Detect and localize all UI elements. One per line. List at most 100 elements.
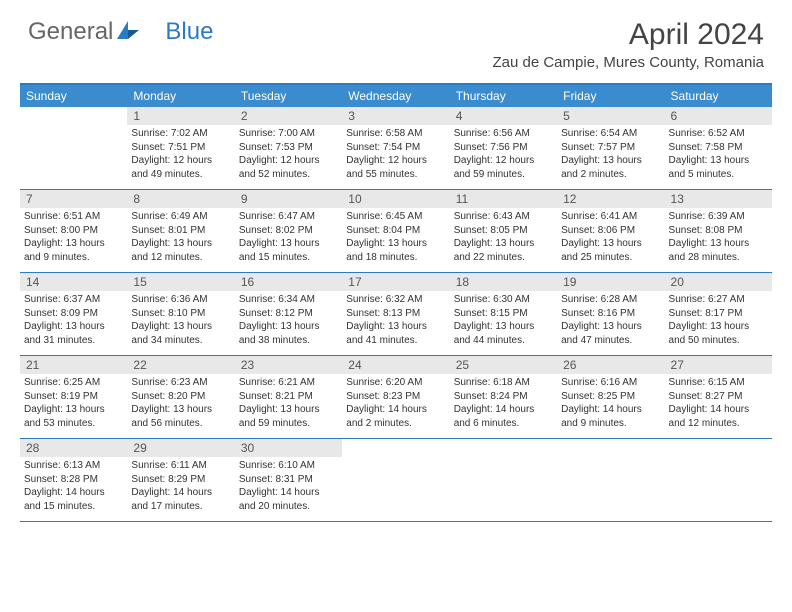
daylight-text: Daylight: 13 hours and 22 minutes. — [454, 237, 553, 264]
day-number: 4 — [450, 107, 557, 125]
day-number: 2 — [235, 107, 342, 125]
day-cell: 9Sunrise: 6:47 AMSunset: 8:02 PMDaylight… — [235, 190, 342, 272]
day-content: Sunrise: 6:10 AMSunset: 8:31 PMDaylight:… — [235, 457, 342, 517]
sunrise-text: Sunrise: 6:30 AM — [454, 293, 553, 307]
day-cell: 28Sunrise: 6:13 AMSunset: 8:28 PMDayligh… — [20, 439, 127, 521]
week-row: 21Sunrise: 6:25 AMSunset: 8:19 PMDayligh… — [20, 356, 772, 439]
daylight-text: Daylight: 13 hours and 25 minutes. — [561, 237, 660, 264]
day-number: 1 — [127, 107, 234, 125]
daylight-text: Daylight: 13 hours and 28 minutes. — [669, 237, 768, 264]
sunset-text: Sunset: 7:51 PM — [131, 141, 230, 155]
day-number: 15 — [127, 273, 234, 291]
daylight-text: Daylight: 14 hours and 9 minutes. — [561, 403, 660, 430]
daylight-text: Daylight: 13 hours and 2 minutes. — [561, 154, 660, 181]
sunrise-text: Sunrise: 6:43 AM — [454, 210, 553, 224]
day-content: Sunrise: 6:27 AMSunset: 8:17 PMDaylight:… — [665, 291, 772, 351]
day-content: Sunrise: 6:56 AMSunset: 7:56 PMDaylight:… — [450, 125, 557, 185]
sunset-text: Sunset: 8:27 PM — [669, 390, 768, 404]
weekday-header: Wednesday — [342, 85, 449, 107]
sunrise-text: Sunrise: 6:16 AM — [561, 376, 660, 390]
sunset-text: Sunset: 8:23 PM — [346, 390, 445, 404]
day-content: Sunrise: 6:28 AMSunset: 8:16 PMDaylight:… — [557, 291, 664, 351]
day-cell: 4Sunrise: 6:56 AMSunset: 7:56 PMDaylight… — [450, 107, 557, 189]
sunrise-text: Sunrise: 6:47 AM — [239, 210, 338, 224]
day-cell — [342, 439, 449, 521]
day-cell: 22Sunrise: 6:23 AMSunset: 8:20 PMDayligh… — [127, 356, 234, 438]
sunset-text: Sunset: 8:05 PM — [454, 224, 553, 238]
sunset-text: Sunset: 7:54 PM — [346, 141, 445, 155]
calendar: Sunday Monday Tuesday Wednesday Thursday… — [20, 83, 772, 522]
day-cell: 23Sunrise: 6:21 AMSunset: 8:21 PMDayligh… — [235, 356, 342, 438]
day-content: Sunrise: 6:30 AMSunset: 8:15 PMDaylight:… — [450, 291, 557, 351]
day-number: 27 — [665, 356, 772, 374]
weekday-header-row: Sunday Monday Tuesday Wednesday Thursday… — [20, 85, 772, 107]
sunset-text: Sunset: 8:00 PM — [24, 224, 123, 238]
weekday-header: Friday — [557, 85, 664, 107]
day-content: Sunrise: 6:25 AMSunset: 8:19 PMDaylight:… — [20, 374, 127, 434]
sunset-text: Sunset: 8:09 PM — [24, 307, 123, 321]
weekday-header: Tuesday — [235, 85, 342, 107]
day-number: 30 — [235, 439, 342, 457]
day-number: 21 — [20, 356, 127, 374]
daylight-text: Daylight: 13 hours and 44 minutes. — [454, 320, 553, 347]
sunrise-text: Sunrise: 6:20 AM — [346, 376, 445, 390]
week-row: 1Sunrise: 7:02 AMSunset: 7:51 PMDaylight… — [20, 107, 772, 190]
day-content: Sunrise: 6:39 AMSunset: 8:08 PMDaylight:… — [665, 208, 772, 268]
sunset-text: Sunset: 8:04 PM — [346, 224, 445, 238]
day-number: 23 — [235, 356, 342, 374]
daylight-text: Daylight: 13 hours and 9 minutes. — [24, 237, 123, 264]
sunset-text: Sunset: 8:08 PM — [669, 224, 768, 238]
day-cell: 26Sunrise: 6:16 AMSunset: 8:25 PMDayligh… — [557, 356, 664, 438]
day-number: 28 — [20, 439, 127, 457]
day-content: Sunrise: 6:41 AMSunset: 8:06 PMDaylight:… — [557, 208, 664, 268]
daylight-text: Daylight: 13 hours and 34 minutes. — [131, 320, 230, 347]
sunrise-text: Sunrise: 6:23 AM — [131, 376, 230, 390]
day-cell: 12Sunrise: 6:41 AMSunset: 8:06 PMDayligh… — [557, 190, 664, 272]
sunrise-text: Sunrise: 6:39 AM — [669, 210, 768, 224]
sunrise-text: Sunrise: 6:13 AM — [24, 459, 123, 473]
day-content: Sunrise: 6:54 AMSunset: 7:57 PMDaylight:… — [557, 125, 664, 185]
sunset-text: Sunset: 8:16 PM — [561, 307, 660, 321]
sunset-text: Sunset: 7:58 PM — [669, 141, 768, 155]
day-cell — [20, 107, 127, 189]
day-cell: 21Sunrise: 6:25 AMSunset: 8:19 PMDayligh… — [20, 356, 127, 438]
day-content: Sunrise: 6:16 AMSunset: 8:25 PMDaylight:… — [557, 374, 664, 434]
sunset-text: Sunset: 8:31 PM — [239, 473, 338, 487]
day-content: Sunrise: 6:49 AMSunset: 8:01 PMDaylight:… — [127, 208, 234, 268]
day-cell: 5Sunrise: 6:54 AMSunset: 7:57 PMDaylight… — [557, 107, 664, 189]
title-block: April 2024 Zau de Campie, Mures County, … — [492, 18, 764, 71]
day-cell: 16Sunrise: 6:34 AMSunset: 8:12 PMDayligh… — [235, 273, 342, 355]
daylight-text: Daylight: 13 hours and 47 minutes. — [561, 320, 660, 347]
day-content: Sunrise: 6:37 AMSunset: 8:09 PMDaylight:… — [20, 291, 127, 351]
sunrise-text: Sunrise: 6:49 AM — [131, 210, 230, 224]
sunrise-text: Sunrise: 6:25 AM — [24, 376, 123, 390]
logo-triangle-icon — [117, 18, 139, 46]
day-number: 14 — [20, 273, 127, 291]
day-cell: 10Sunrise: 6:45 AMSunset: 8:04 PMDayligh… — [342, 190, 449, 272]
day-number: 6 — [665, 107, 772, 125]
sunrise-text: Sunrise: 6:37 AM — [24, 293, 123, 307]
day-cell: 30Sunrise: 6:10 AMSunset: 8:31 PMDayligh… — [235, 439, 342, 521]
day-content: Sunrise: 6:11 AMSunset: 8:29 PMDaylight:… — [127, 457, 234, 517]
weekday-header: Thursday — [450, 85, 557, 107]
day-number: 19 — [557, 273, 664, 291]
day-content: Sunrise: 6:52 AMSunset: 7:58 PMDaylight:… — [665, 125, 772, 185]
day-cell: 29Sunrise: 6:11 AMSunset: 8:29 PMDayligh… — [127, 439, 234, 521]
sunrise-text: Sunrise: 6:56 AM — [454, 127, 553, 141]
sunrise-text: Sunrise: 6:45 AM — [346, 210, 445, 224]
sunset-text: Sunset: 8:10 PM — [131, 307, 230, 321]
day-number: 17 — [342, 273, 449, 291]
sunrise-text: Sunrise: 6:51 AM — [24, 210, 123, 224]
daylight-text: Daylight: 13 hours and 31 minutes. — [24, 320, 123, 347]
day-content: Sunrise: 6:34 AMSunset: 8:12 PMDaylight:… — [235, 291, 342, 351]
day-content: Sunrise: 6:32 AMSunset: 8:13 PMDaylight:… — [342, 291, 449, 351]
logo-text-general: General — [28, 18, 113, 46]
week-row: 28Sunrise: 6:13 AMSunset: 8:28 PMDayligh… — [20, 439, 772, 522]
sunset-text: Sunset: 8:29 PM — [131, 473, 230, 487]
day-number: 22 — [127, 356, 234, 374]
sunrise-text: Sunrise: 6:18 AM — [454, 376, 553, 390]
sunset-text: Sunset: 7:56 PM — [454, 141, 553, 155]
sunrise-text: Sunrise: 7:00 AM — [239, 127, 338, 141]
day-number: 29 — [127, 439, 234, 457]
day-cell: 15Sunrise: 6:36 AMSunset: 8:10 PMDayligh… — [127, 273, 234, 355]
